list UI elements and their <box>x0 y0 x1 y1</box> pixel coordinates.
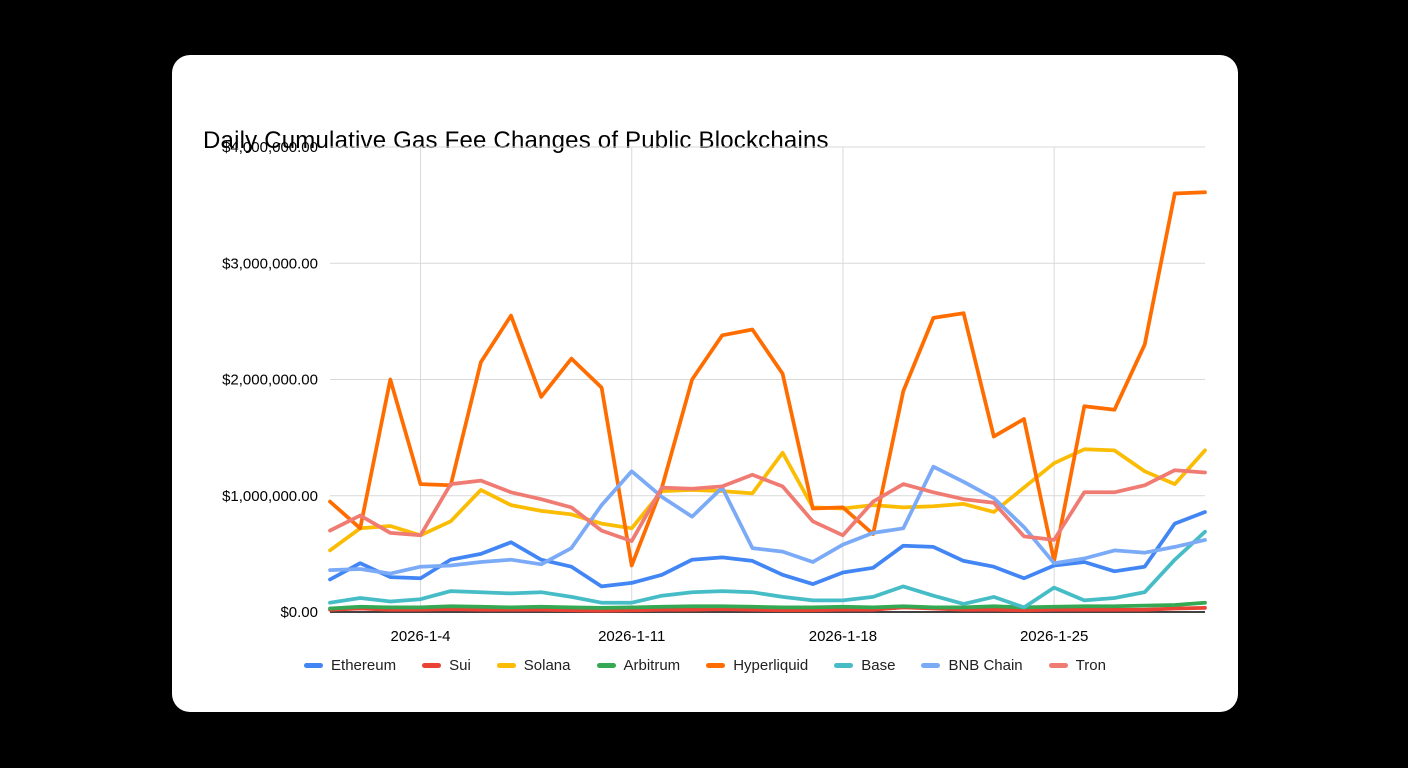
legend-swatch-icon <box>304 663 324 668</box>
series-line-solana <box>328 447 1207 553</box>
x-axis-tick-label: 2026-1-25 <box>1020 628 1088 645</box>
legend-swatch-icon <box>834 663 854 668</box>
series-line-bnb-chain <box>328 464 1207 576</box>
chart-legend: Ethereum Sui Solana Arbitrum Hyperliquid Base… <box>172 657 1238 674</box>
legend-item-hyperliquid: Hyperliquid <box>706 657 808 674</box>
chart-card: Daily Cumulative Gas Fee Changes of Publ… <box>172 55 1238 712</box>
legend-label: Arbitrum <box>623 657 681 674</box>
series-line-arbitrum <box>328 600 1207 611</box>
legend-swatch-icon <box>921 663 941 668</box>
x-axis-tick-label: 2026-1-11 <box>598 628 665 645</box>
legend-item-sui: Sui <box>422 657 471 674</box>
legend-item-bnb-chain: BNB Chain <box>921 657 1023 674</box>
chart-canvas: 2026-1-4 2026-1-11 2026-1-18 2026-1-25 $4,00… <box>222 139 1207 645</box>
legend-label: Ethereum <box>331 657 397 674</box>
legend-item-solana: Solana <box>496 657 571 674</box>
series-line-ethereum <box>328 510 1207 589</box>
series-line-tron <box>328 468 1207 543</box>
legend-label: Sui <box>449 657 471 674</box>
series-line-sui <box>328 605 1207 613</box>
legend-label: Base <box>861 657 896 674</box>
legend-label: BNB Chain <box>948 657 1023 674</box>
legend-swatch-icon <box>422 663 442 668</box>
legend-swatch-icon <box>706 663 726 668</box>
y-axis-tick-label: $2,000,000.00 <box>222 372 318 389</box>
legend-swatch-icon <box>496 663 516 668</box>
series-line-base <box>328 529 1207 610</box>
y-axis-tick-label: $4,000,000.00 <box>222 139 318 156</box>
legend-item-base: Base <box>834 657 895 674</box>
y-axis-tick-label: $0.00 <box>280 604 318 621</box>
y-axis-tick-label: $1,000,000.00 <box>222 488 318 505</box>
legend-swatch-icon <box>596 663 616 668</box>
y-axis-tick-label: $3,000,000.00 <box>222 255 318 272</box>
legend-label: Hyperliquid <box>733 657 809 674</box>
legend-swatch-icon <box>1048 663 1068 668</box>
legend-label: Tron <box>1075 657 1106 674</box>
legend-label: Solana <box>523 657 571 674</box>
x-axis-tick-label: 2026-1-18 <box>809 628 877 645</box>
legend-item-ethereum: Ethereum <box>304 657 396 674</box>
legend-item-tron: Tron <box>1048 657 1106 674</box>
x-axis-tick-label: 2026-1-4 <box>390 628 450 645</box>
chart-title: Daily Cumulative Gas Fee Changes of Publ… <box>203 127 829 154</box>
legend-item-arbitrum: Arbitrum <box>596 657 681 674</box>
